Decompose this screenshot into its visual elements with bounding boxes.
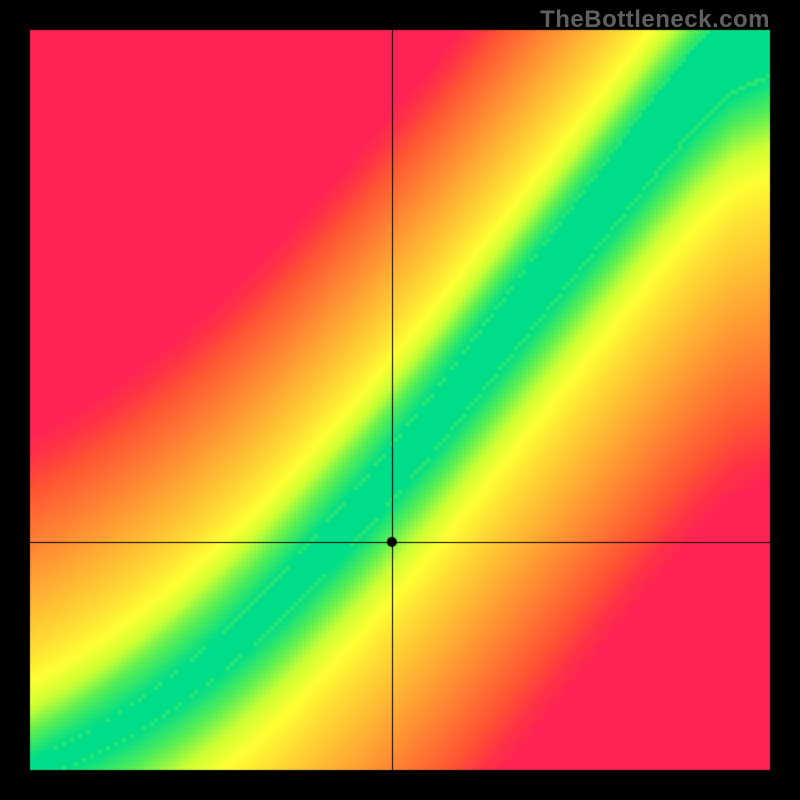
chart-container: TheBottleneck.com: [0, 0, 800, 800]
watermark-text: TheBottleneck.com: [540, 6, 770, 34]
heatmap-canvas: [0, 0, 800, 800]
